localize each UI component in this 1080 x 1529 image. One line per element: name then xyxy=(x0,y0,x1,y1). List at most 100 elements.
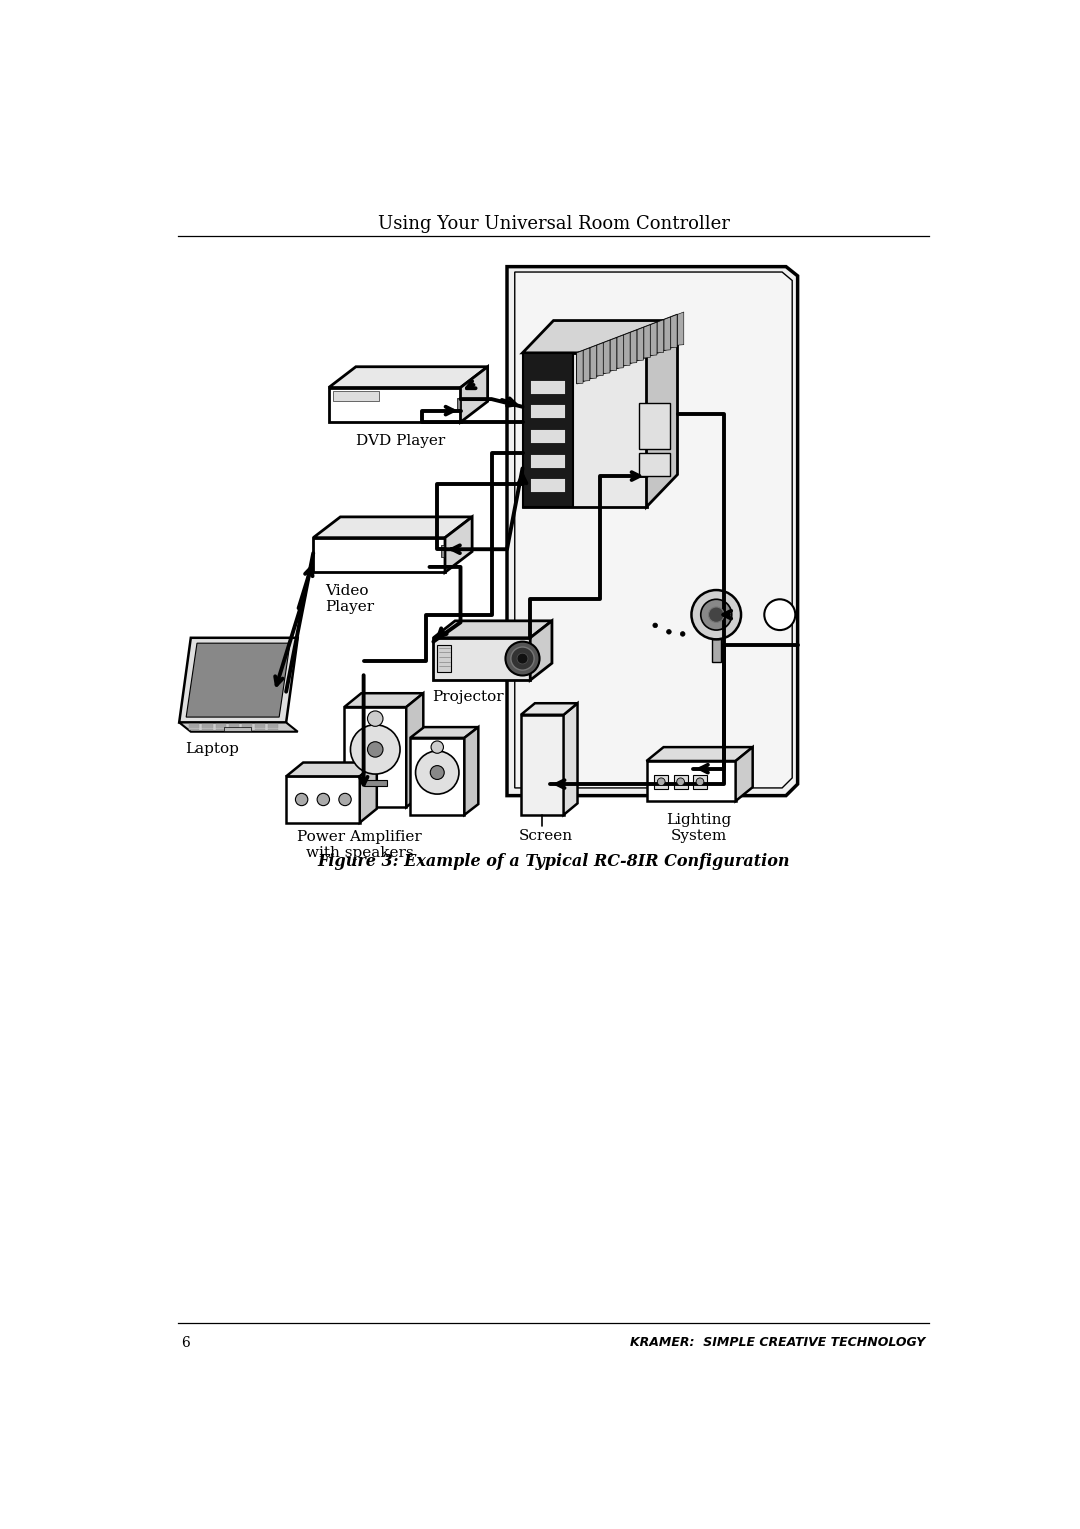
Bar xyxy=(441,546,444,557)
Polygon shape xyxy=(590,346,596,379)
Text: Using Your Universal Room Controller: Using Your Universal Room Controller xyxy=(378,214,729,232)
Bar xyxy=(216,725,226,726)
Polygon shape xyxy=(650,323,657,355)
Text: Screen: Screen xyxy=(519,829,573,842)
Bar xyxy=(333,391,379,401)
Bar xyxy=(530,430,565,443)
Bar xyxy=(268,729,279,731)
Bar xyxy=(268,725,279,726)
Bar xyxy=(242,729,252,731)
Polygon shape xyxy=(410,728,478,739)
Bar xyxy=(229,725,239,726)
Bar xyxy=(364,780,387,786)
Circle shape xyxy=(691,590,741,639)
Bar xyxy=(674,775,688,789)
Text: 6: 6 xyxy=(181,1336,190,1350)
Polygon shape xyxy=(345,706,406,807)
Polygon shape xyxy=(617,335,623,368)
Polygon shape xyxy=(521,714,564,815)
Bar xyxy=(242,726,252,728)
Polygon shape xyxy=(345,693,423,706)
Circle shape xyxy=(666,630,672,635)
Circle shape xyxy=(431,742,444,754)
Polygon shape xyxy=(564,703,578,815)
Polygon shape xyxy=(523,321,677,353)
Bar xyxy=(712,639,721,662)
Bar xyxy=(202,726,213,728)
Circle shape xyxy=(505,642,540,676)
Bar xyxy=(225,728,252,731)
Polygon shape xyxy=(523,353,572,508)
Bar xyxy=(530,454,565,468)
Bar xyxy=(457,398,460,410)
Bar xyxy=(242,725,252,726)
Polygon shape xyxy=(464,728,478,815)
Polygon shape xyxy=(313,517,472,538)
Circle shape xyxy=(430,766,444,780)
Polygon shape xyxy=(671,315,677,347)
Polygon shape xyxy=(360,763,377,823)
Bar xyxy=(216,729,226,731)
Polygon shape xyxy=(313,538,445,572)
Polygon shape xyxy=(286,763,377,777)
Bar xyxy=(202,725,213,726)
Bar xyxy=(202,729,213,731)
Circle shape xyxy=(367,742,383,757)
Bar xyxy=(229,729,239,731)
Bar xyxy=(189,726,200,728)
Bar xyxy=(255,725,266,726)
Circle shape xyxy=(653,622,658,628)
Bar xyxy=(437,645,451,673)
Bar xyxy=(189,729,200,731)
Polygon shape xyxy=(286,777,360,823)
Bar xyxy=(638,404,670,450)
Polygon shape xyxy=(186,644,291,717)
Bar xyxy=(216,726,226,728)
Polygon shape xyxy=(644,324,650,358)
Polygon shape xyxy=(179,638,298,723)
Circle shape xyxy=(701,599,732,630)
Circle shape xyxy=(677,778,685,786)
Polygon shape xyxy=(328,387,460,422)
Text: DVD Player: DVD Player xyxy=(356,434,445,448)
Polygon shape xyxy=(735,748,753,801)
Bar xyxy=(638,453,670,476)
Polygon shape xyxy=(445,517,472,572)
Polygon shape xyxy=(515,272,793,787)
Text: KRAMER:  SIMPLE CREATIVE TECHNOLOGY: KRAMER: SIMPLE CREATIVE TECHNOLOGY xyxy=(631,1336,926,1349)
Polygon shape xyxy=(624,332,630,365)
Circle shape xyxy=(350,725,400,774)
Bar xyxy=(268,726,279,728)
Polygon shape xyxy=(597,342,604,376)
Bar xyxy=(530,379,565,393)
Bar xyxy=(255,729,266,731)
Text: Video
Player: Video Player xyxy=(325,584,374,615)
Polygon shape xyxy=(658,320,663,353)
Bar xyxy=(255,726,266,728)
Circle shape xyxy=(318,794,329,806)
Polygon shape xyxy=(179,723,298,732)
Polygon shape xyxy=(530,621,552,680)
Polygon shape xyxy=(328,367,488,387)
Polygon shape xyxy=(410,739,464,815)
Polygon shape xyxy=(637,327,644,361)
Polygon shape xyxy=(631,330,637,364)
Circle shape xyxy=(708,607,724,622)
Text: Projector: Projector xyxy=(432,690,504,705)
Polygon shape xyxy=(521,703,578,714)
Circle shape xyxy=(416,751,459,794)
Bar xyxy=(189,725,200,726)
Circle shape xyxy=(658,778,665,786)
Text: Lighting
System: Lighting System xyxy=(666,812,731,842)
Polygon shape xyxy=(577,315,677,384)
Circle shape xyxy=(367,711,383,726)
Polygon shape xyxy=(677,312,684,346)
Circle shape xyxy=(765,599,795,630)
Polygon shape xyxy=(583,349,590,381)
Bar xyxy=(229,726,239,728)
Bar xyxy=(693,775,707,789)
Polygon shape xyxy=(507,266,798,795)
Polygon shape xyxy=(577,350,583,384)
Circle shape xyxy=(511,647,535,670)
Polygon shape xyxy=(406,693,423,807)
